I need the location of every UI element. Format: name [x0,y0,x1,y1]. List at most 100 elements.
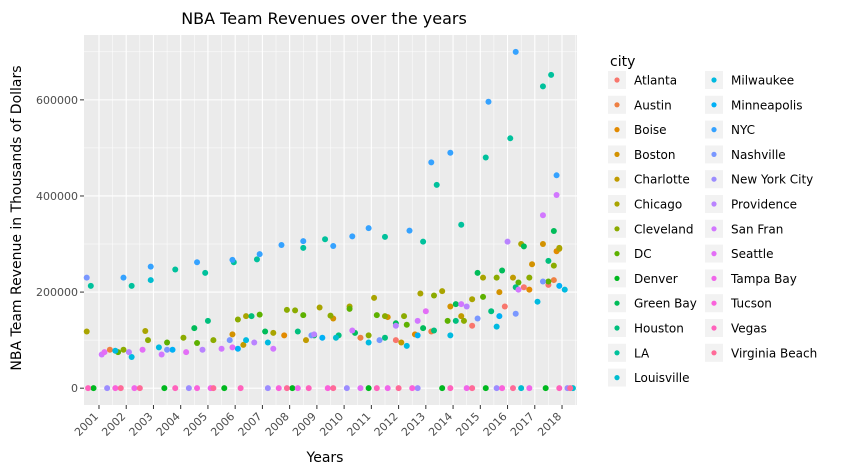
data-point [452,317,459,324]
data-point [512,48,519,55]
data-point [488,308,495,315]
data-point [147,263,154,270]
data-point [264,339,271,346]
data-point [447,385,454,392]
x-tick-label: 2006 [208,410,237,439]
data-point [403,321,410,328]
data-point [270,329,277,336]
data-point [349,327,356,334]
legend-label: Denver [634,272,678,286]
data-point [409,385,416,392]
data-point [392,337,399,344]
legend-marker [614,300,620,306]
data-point [381,313,388,320]
data-point [120,346,127,353]
data-point [324,385,331,392]
data-point [460,317,467,324]
x-tick-label: 2015 [453,410,482,439]
legend-marker [614,325,620,331]
x-axis-title: Years [306,450,344,466]
data-point [83,274,90,281]
legend-marker [711,151,717,157]
legend-label: Vegas [731,322,767,336]
data-point [83,328,90,335]
data-point [229,331,236,338]
data-point [243,313,250,320]
data-point [526,385,533,392]
data-point [147,277,154,284]
data-point [539,278,546,285]
legend: city Atlanta Austin Boise Boston Charlotte Ch… [608,54,817,387]
data-point [169,346,176,353]
data-points [83,48,576,392]
data-point [294,328,301,335]
legend-label: Houston [634,322,684,336]
data-point [128,353,135,360]
data-point [305,385,312,392]
data-point [512,310,519,317]
legend-label: NYC [731,123,755,137]
data-point [439,288,446,295]
chart-title: NBA Team Revenues over the years [181,9,467,28]
data-point [210,385,217,392]
data-point [87,282,94,289]
data-point [509,274,516,281]
data-point [142,328,149,334]
legend-label: Cleveland [634,222,694,236]
data-point [463,385,470,392]
legend-label: Chicago [634,198,682,212]
x-tick-label: 2012 [372,410,401,439]
data-point [420,325,427,332]
data-point [529,261,536,268]
data-point [553,192,560,199]
data-point [194,259,201,266]
data-point [161,385,168,392]
data-point [431,292,438,299]
data-point [482,385,489,392]
data-point [526,274,533,281]
data-point [327,312,334,319]
data-point [526,286,533,293]
data-point [509,385,516,392]
legend-marker [614,251,620,257]
data-point [229,256,236,263]
data-point [283,385,290,392]
data-point [131,385,138,392]
legend-label: Tampa Bay [730,272,797,286]
data-point [431,327,438,334]
data-point [194,340,201,347]
data-point [542,385,549,392]
data-point [515,286,522,293]
data-point [278,241,285,248]
data-point [204,317,211,324]
data-point [550,262,557,269]
data-point [158,351,165,358]
x-tick-label: 2008 [263,410,292,439]
data-point [294,385,301,392]
legend-label: Milwaukee [731,74,794,88]
data-point [237,385,244,392]
data-point [281,332,288,339]
data-point [117,385,124,392]
data-point [518,385,525,392]
data-point [221,385,228,392]
legend-marker [614,226,620,232]
data-point [496,289,503,296]
data-point [253,256,260,263]
data-point [395,385,402,392]
legend-marker [711,176,717,182]
data-point [373,385,380,392]
data-point [493,274,500,281]
data-point [104,385,111,392]
y-axis: 0 200000 400000 600000 [36,94,84,395]
data-point [234,345,241,352]
data-point [499,385,506,392]
data-point [229,344,236,351]
data-point [240,341,247,348]
data-point [346,305,353,312]
data-point [469,322,476,329]
data-point [534,298,541,305]
legend-label: Green Bay [634,297,697,311]
y-tick-label: 200000 [36,286,78,299]
data-point [125,349,132,356]
